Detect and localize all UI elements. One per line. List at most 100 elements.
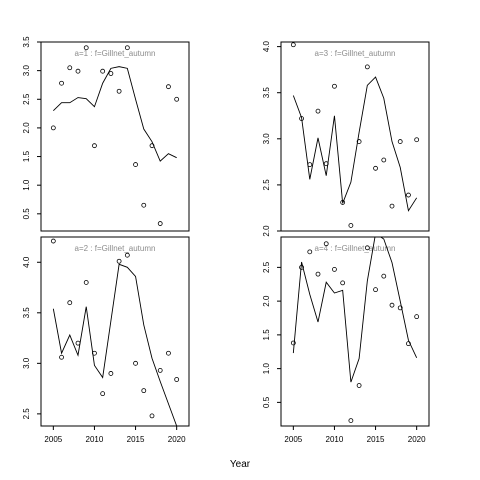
observed-point [290, 42, 296, 48]
observed-point [364, 245, 370, 251]
observed-point [59, 80, 64, 86]
x-tick-label: 2010 [86, 435, 104, 444]
panel-title: a=1 : f=Gillnet_autumn [75, 49, 156, 58]
y-tick-label: 3.5 [262, 87, 271, 99]
y-tick-label: 1.5 [262, 329, 271, 341]
observed-point [323, 241, 329, 247]
observed-point [397, 305, 403, 311]
observed-point [141, 388, 147, 394]
observed-point [348, 418, 354, 424]
panel-frame [280, 236, 430, 427]
y-tick-label: 0.5 [262, 396, 271, 408]
observed-point [406, 192, 411, 198]
observed-point [149, 143, 155, 149]
plot-area [290, 42, 420, 228]
observed-point [67, 65, 73, 71]
observed-point [124, 45, 130, 51]
observed-point [166, 84, 171, 90]
observed-point [381, 273, 387, 279]
observed-point [373, 165, 378, 171]
x-tick-label: 2015 [127, 435, 145, 444]
observed-point [389, 203, 395, 209]
observed-point [59, 354, 64, 360]
y-tick-label: 3.0 [22, 357, 31, 369]
observed-point [92, 143, 97, 149]
observed-point [67, 300, 73, 306]
panel-title: a=2 : f=Gillnet_autumn [75, 244, 156, 253]
plot-area [50, 238, 180, 426]
observed-point [299, 264, 304, 270]
observed-point [340, 200, 346, 205]
panel-frame [280, 41, 430, 232]
observed-point [307, 249, 313, 255]
plot-area [50, 45, 180, 226]
observed-point [340, 280, 346, 286]
observed-point [157, 221, 163, 226]
y-tick-label: 1.0 [262, 363, 271, 375]
panels: a=1 : f=Gillnet_autumn 0.5 1.0 1.5 2.0 2.5 3.0… [22, 36, 430, 444]
observed-point [141, 202, 147, 208]
fitted-line [53, 66, 177, 162]
panel-frame [40, 236, 190, 427]
panel-2: a=3 : f=Gillnet_autumn 2.0 2.5 3.0 3.5 4.0 [262, 41, 430, 237]
y-tick-label: 2.5 [262, 261, 271, 273]
y-tick-label: 1.0 [22, 179, 31, 191]
x-tick-label: 2015 [367, 435, 385, 444]
observed-point [406, 341, 411, 347]
observed-point [108, 71, 114, 76]
observed-point [307, 162, 313, 168]
observed-point [389, 302, 395, 308]
y-tick-label: 2.0 [22, 122, 31, 134]
observed-point [323, 161, 329, 167]
panel-frame [40, 41, 190, 232]
observed-point [174, 377, 180, 382]
observed-point [356, 139, 362, 144]
observed-point [381, 157, 387, 163]
y-tick-label: 2.0 [262, 295, 271, 307]
observed-point [50, 238, 56, 244]
y-tick-label: 2.0 [262, 225, 271, 237]
observed-point [315, 271, 321, 277]
x-axis-label: Year [230, 459, 251, 470]
observed-point [397, 139, 403, 144]
panel-4: a=4 : f=Gillnet_autumn 0.5 1.0 1.5 2.0 2.5 200… [262, 236, 430, 444]
observed-point [290, 340, 296, 346]
observed-point [348, 223, 354, 228]
observed-point [108, 371, 114, 376]
observed-point [332, 83, 337, 89]
y-tick-label: 2.5 [22, 93, 31, 105]
y-tick-label: 3.0 [262, 133, 271, 145]
observed-point [299, 116, 304, 121]
y-tick-label: 2.5 [22, 408, 31, 420]
panel-title: a=4 : f=Gillnet_autumn [315, 244, 396, 253]
panel-title: a=3 : f=Gillnet_autumn [315, 49, 396, 58]
observed-point [116, 88, 122, 94]
panel-3: a=2 : f=Gillnet_autumn 2.5 3.0 3.5 4.0 2005 20… [22, 236, 190, 444]
observed-point [414, 314, 420, 320]
panel-1: a=1 : f=Gillnet_autumn 0.5 1.0 1.5 2.0 2.5 3.0… [22, 36, 190, 232]
y-tick-label: 3.0 [22, 65, 31, 77]
y-tick-label: 3.5 [22, 307, 31, 319]
observed-point [149, 413, 155, 419]
y-tick-label: 4.0 [262, 41, 271, 53]
plot-area [290, 237, 420, 424]
x-tick-label: 2020 [408, 435, 426, 444]
observed-point [174, 96, 180, 102]
observed-point [83, 45, 89, 51]
observed-point [166, 350, 171, 356]
observed-point [364, 64, 370, 70]
observed-point [157, 368, 163, 373]
observed-point [133, 360, 138, 366]
observed-point [332, 266, 337, 272]
observed-point [133, 162, 138, 167]
observed-point [414, 137, 420, 143]
y-tick-label: 0.5 [22, 208, 31, 220]
fitted-line [292, 76, 418, 212]
y-tick-label: 4.0 [22, 256, 31, 268]
y-tick-label: 3.5 [22, 36, 31, 48]
observed-point [75, 68, 81, 74]
observed-point [373, 287, 378, 293]
x-tick-label: 2005 [284, 435, 302, 444]
observed-point [83, 280, 89, 285]
